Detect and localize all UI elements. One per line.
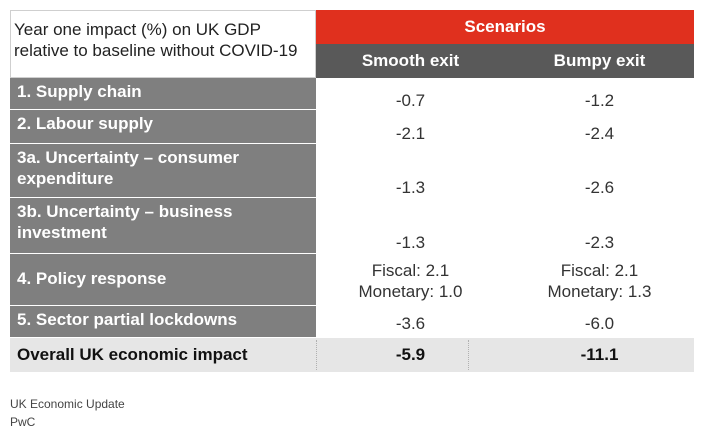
row-label-policy-response: 4. Policy response [10,254,316,306]
value-overall-bumpy: -11.1 [505,338,694,372]
value-supply-chain-smooth: -0.7 [316,90,505,111]
value-policy-monetary-bumpy: Monetary: 1.3 [505,281,694,302]
value-uncertainty-consumer-smooth: -1.3 [316,177,505,198]
row-label-labour-supply: 2. Labour supply [10,110,316,144]
footer-source: PwC [10,415,36,429]
overall-divider [468,340,469,370]
gdp-impact-table: Year one impact (%) on UK GDP relative t… [10,10,694,372]
value-sector-lockdowns-smooth: -3.6 [316,313,505,334]
footer-publication: UK Economic Update [10,397,125,411]
overall-divider [316,340,317,370]
row-label-uncertainty-consumer: 3a. Uncertainty – consumer expenditure [10,144,316,198]
table-title: Year one impact (%) on UK GDP relative t… [10,10,316,78]
value-policy-monetary-smooth: Monetary: 1.0 [316,281,505,302]
value-labour-supply-smooth: -2.1 [316,123,505,144]
value-overall-smooth: -5.9 [316,338,505,372]
row-label-overall-impact: Overall UK economic impact [10,338,316,372]
value-labour-supply-bumpy: -2.4 [505,123,694,144]
value-uncertainty-consumer-bumpy: -2.6 [505,177,694,198]
row-label-uncertainty-business: 3b. Uncertainty – business investment [10,198,316,254]
value-supply-chain-bumpy: -1.2 [505,90,694,111]
value-policy-fiscal-smooth: Fiscal: 2.1 [316,260,505,281]
col-header-bumpy-exit: Bumpy exit [505,44,694,78]
value-sector-lockdowns-bumpy: -6.0 [505,313,694,334]
col-header-smooth-exit: Smooth exit [316,44,505,78]
row-label-sector-lockdowns: 5. Sector partial lockdowns [10,306,316,338]
value-policy-fiscal-bumpy: Fiscal: 2.1 [505,260,694,281]
row-label-supply-chain: 1. Supply chain [10,78,316,110]
value-uncertainty-business-smooth: -1.3 [316,232,505,253]
value-uncertainty-business-bumpy: -2.3 [505,232,694,253]
scenarios-header: Scenarios [316,10,694,44]
